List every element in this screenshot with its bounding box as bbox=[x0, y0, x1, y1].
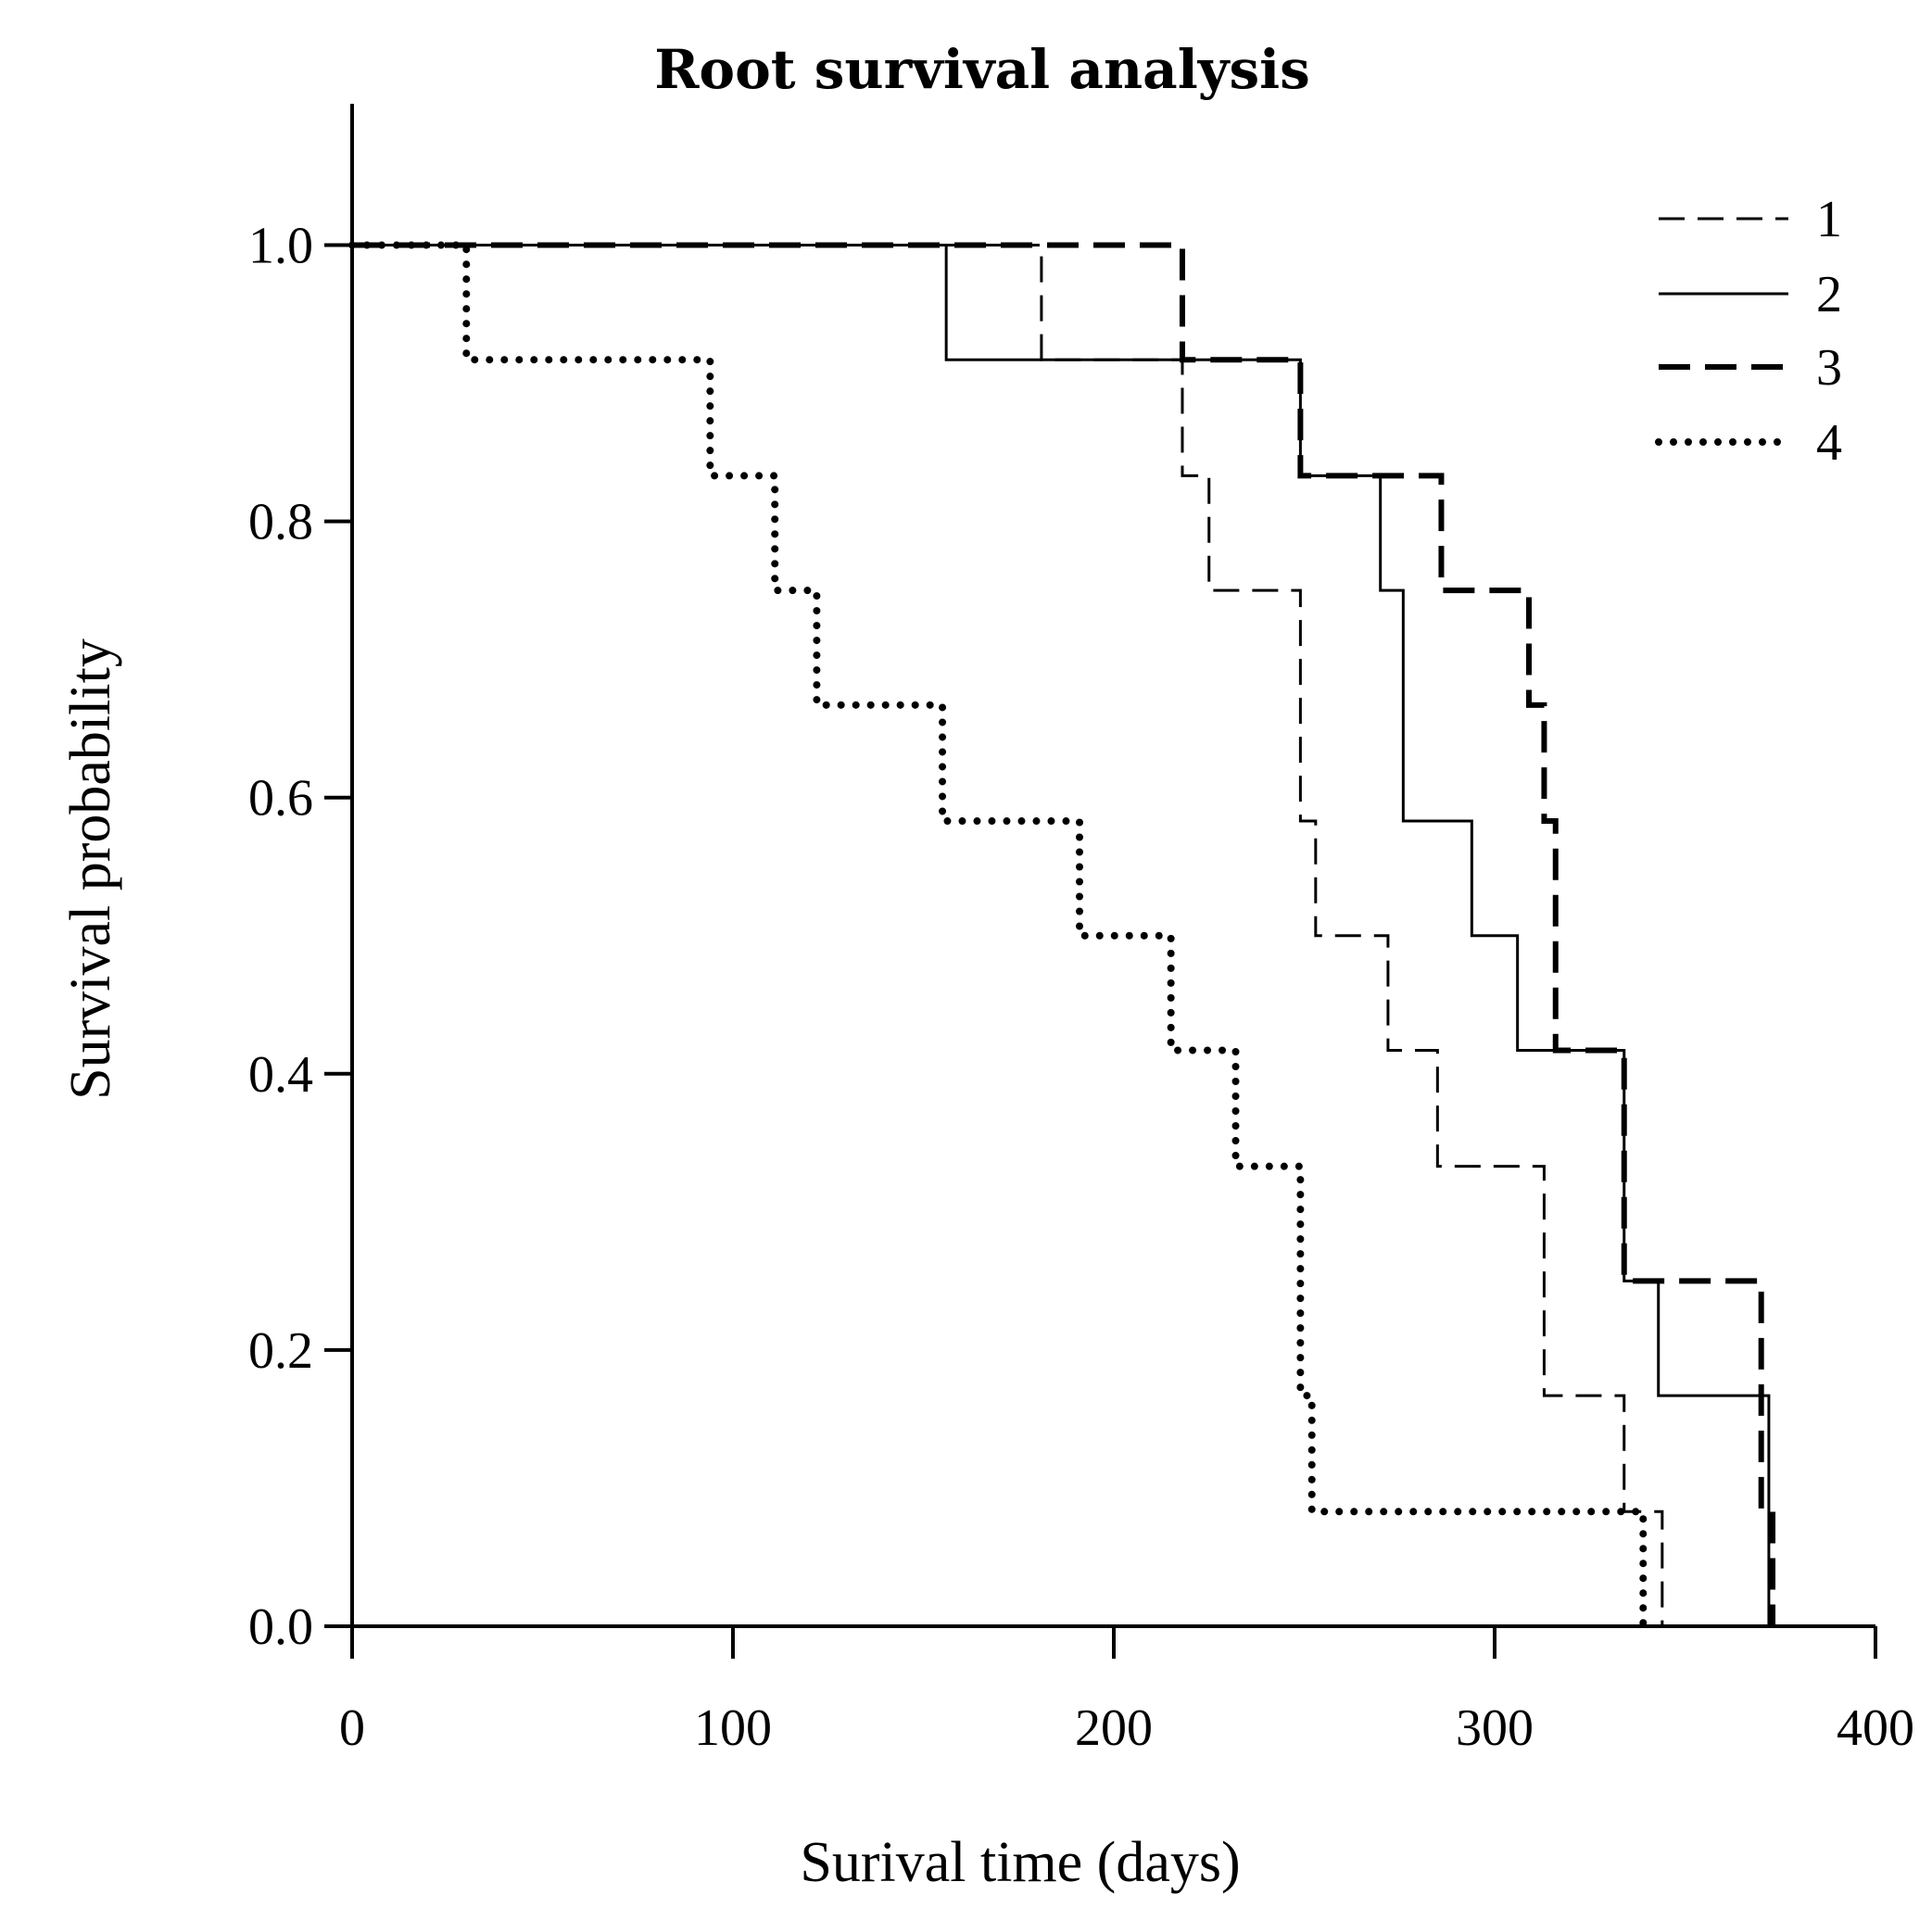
legend-label-4: 4 bbox=[1816, 414, 1842, 472]
series-1-line bbox=[352, 244, 1664, 1626]
series-3-line bbox=[352, 242, 1776, 1626]
legend-label-1: 1 bbox=[1816, 191, 1842, 248]
series-2-line bbox=[352, 244, 1774, 1628]
y-tick-label: 0.4 bbox=[248, 1046, 313, 1104]
x-tick-label: 200 bbox=[1075, 1699, 1153, 1757]
axes: 0.0 0.2 0.4 0.6 0.8 1.0 0 100 200 300 400 bbox=[248, 104, 1914, 1757]
series-4-line bbox=[348, 241, 1648, 1630]
y-axis-title: Survival probability bbox=[59, 638, 122, 1100]
x-tick-label: 300 bbox=[1456, 1699, 1534, 1757]
y-tick-label: 1.0 bbox=[248, 218, 313, 275]
legend-label-2: 2 bbox=[1816, 266, 1842, 323]
series-group bbox=[348, 241, 1776, 1630]
y-tick-label: 0.0 bbox=[248, 1598, 313, 1656]
legend: 1 2 3 4 bbox=[1655, 191, 1842, 472]
y-tick-label: 0.2 bbox=[248, 1322, 313, 1380]
x-tick-label: 400 bbox=[1837, 1699, 1914, 1757]
y-tick-label: 0.6 bbox=[248, 770, 313, 827]
chart-title: Root survival analysis bbox=[654, 38, 1310, 101]
x-tick-label: 0 bbox=[339, 1699, 365, 1757]
legend-label-3: 3 bbox=[1816, 339, 1842, 397]
x-axis-title: Surival time (days) bbox=[800, 1831, 1240, 1894]
y-tick-label: 0.8 bbox=[248, 494, 313, 551]
x-tick-label: 100 bbox=[694, 1699, 772, 1757]
